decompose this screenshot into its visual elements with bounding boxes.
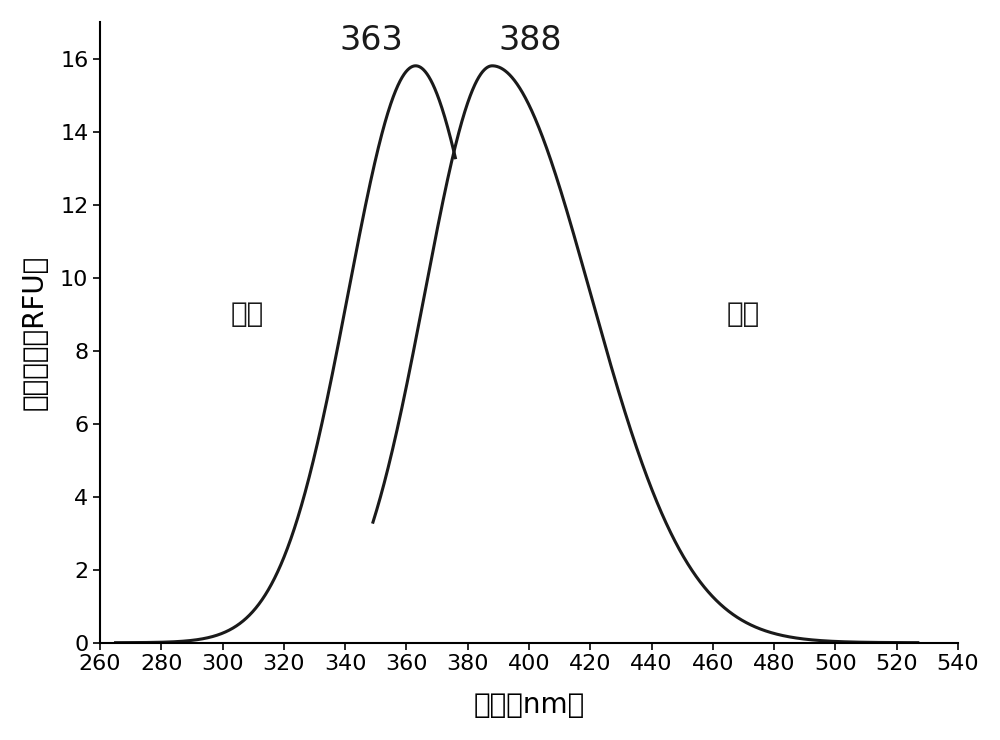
Y-axis label: 荧光强度（RFU）: 荧光强度（RFU） (21, 255, 49, 410)
Text: 激发: 激发 (231, 300, 264, 328)
X-axis label: 波长（nm）: 波长（nm） (473, 691, 585, 719)
Text: 363: 363 (340, 24, 403, 57)
Text: 发射: 发射 (727, 300, 760, 328)
Text: 388: 388 (498, 24, 562, 57)
